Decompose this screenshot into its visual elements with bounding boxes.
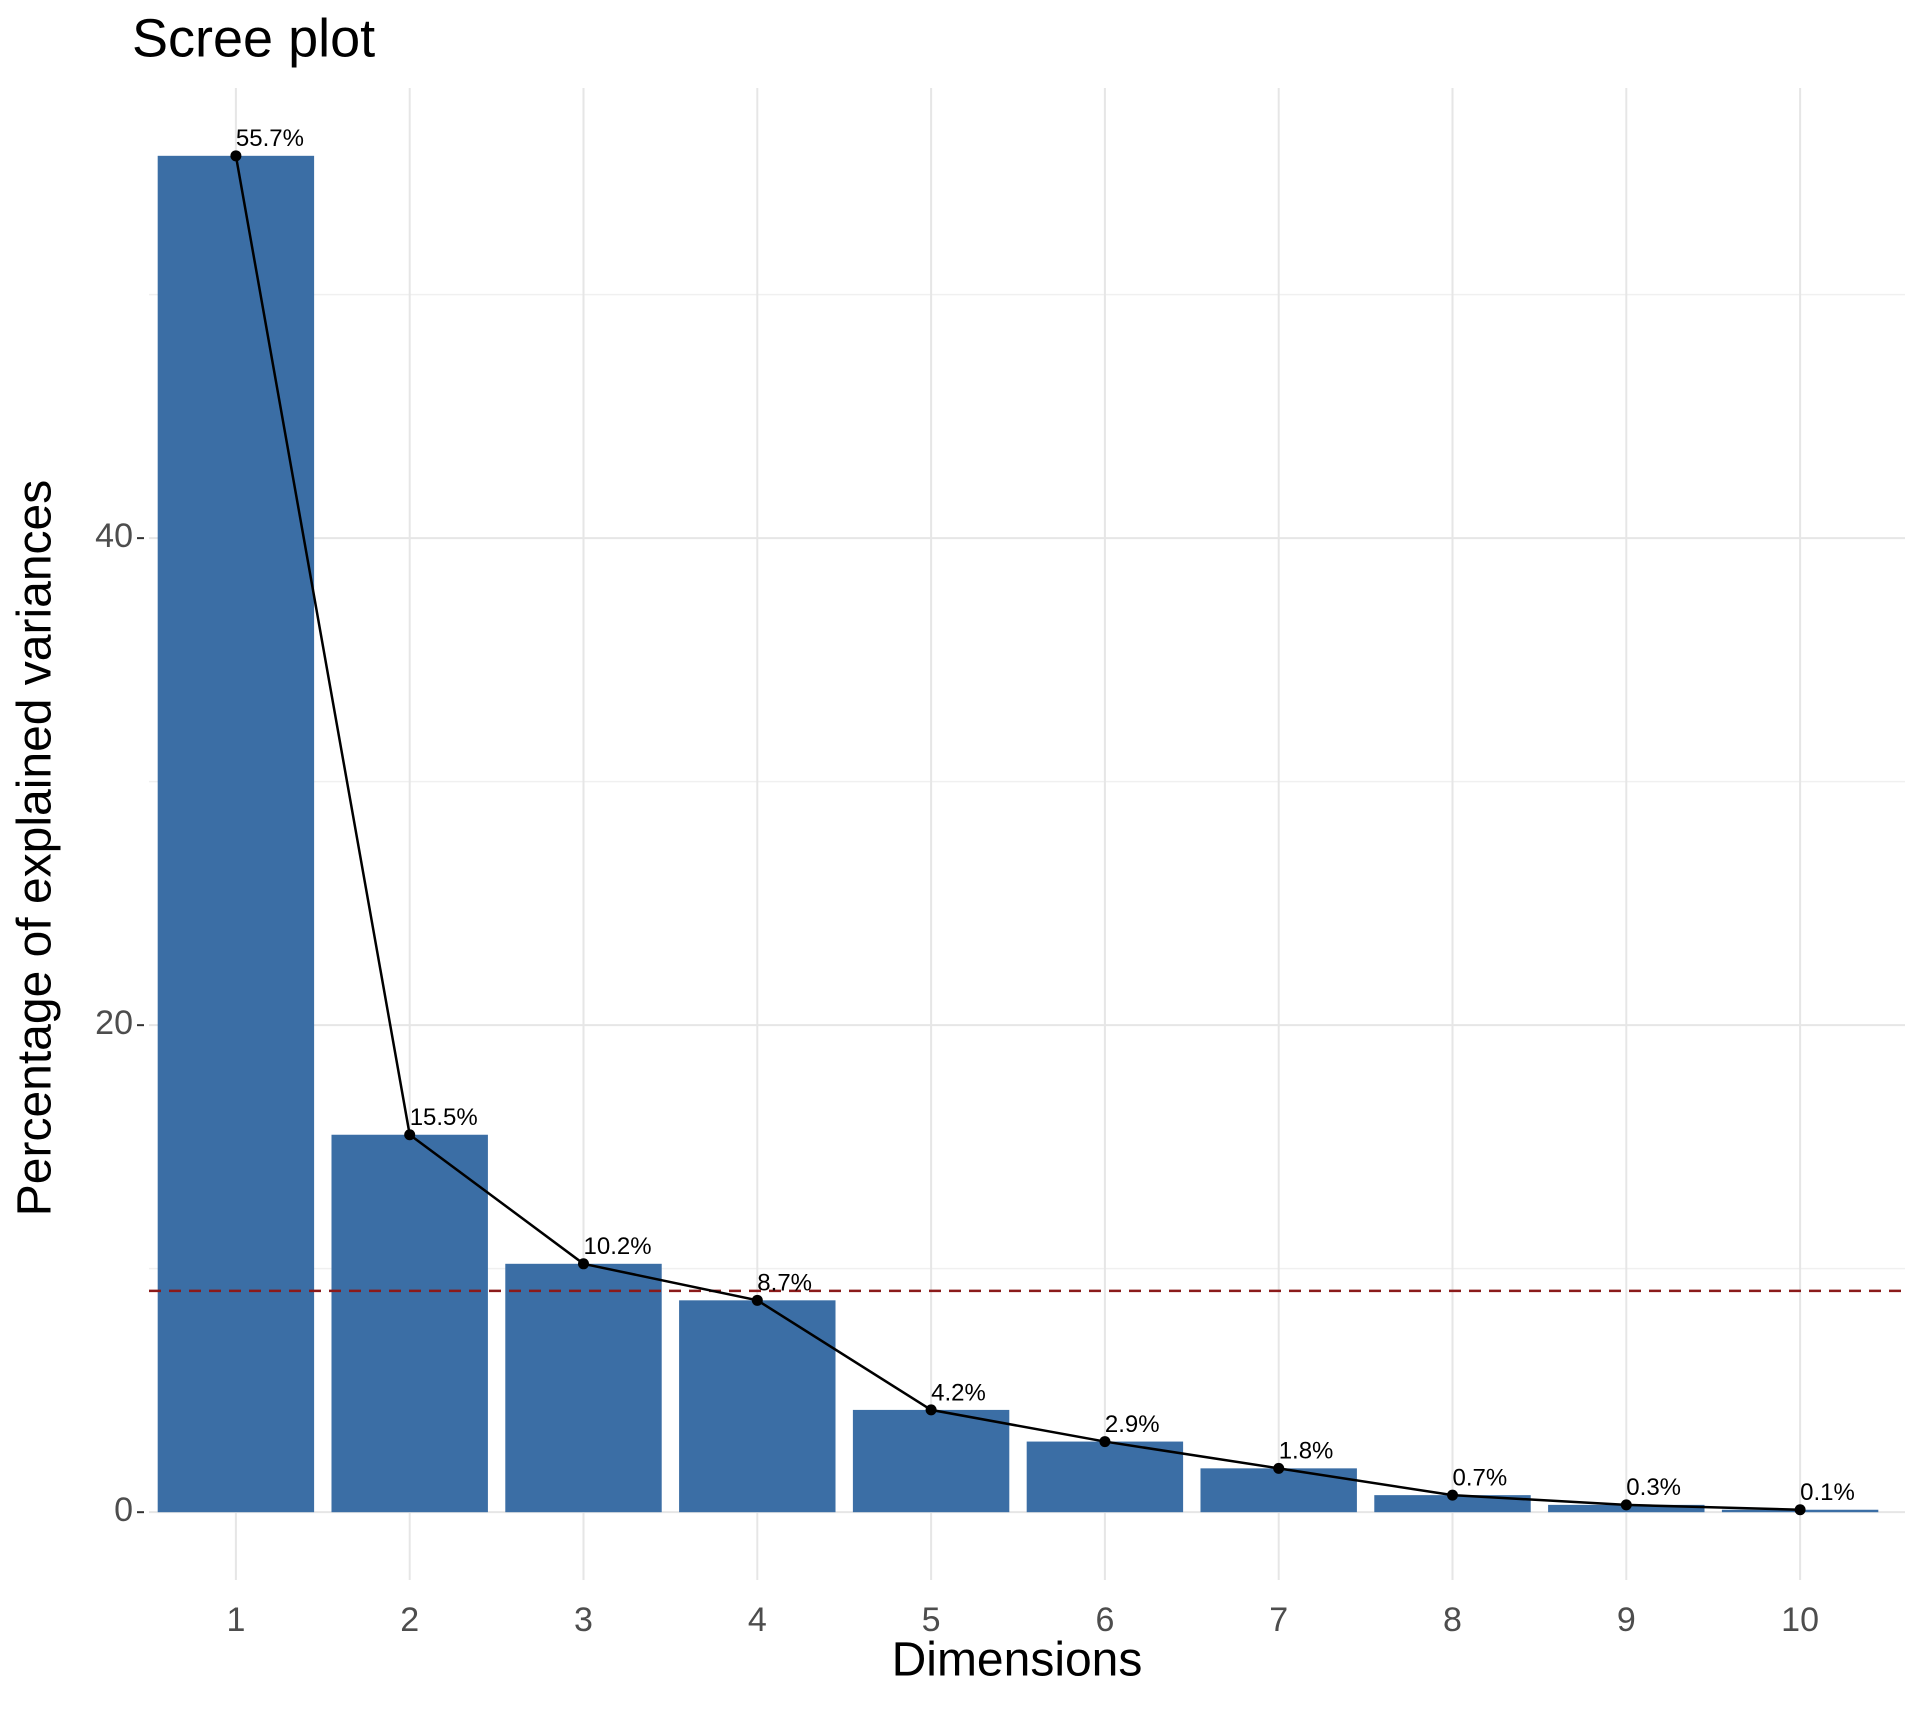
value-label: 8.7% (757, 1270, 812, 1297)
point (1794, 1504, 1806, 1516)
point (578, 1258, 589, 1270)
x-axis-label: Dimensions (892, 1634, 1143, 1687)
value-label: 15.5% (410, 1104, 478, 1131)
bar (1200, 1468, 1357, 1513)
point (404, 1129, 416, 1141)
x-tick-label: 8 (1443, 1601, 1462, 1639)
value-label: 55.7% (236, 125, 304, 152)
x-tick-label: 5 (922, 1601, 941, 1639)
y-tick-label: 20 (95, 1004, 133, 1042)
x-tick-label: 1 (226, 1601, 245, 1639)
bar (505, 1263, 662, 1513)
point (1099, 1436, 1111, 1448)
x-tick-label: 4 (748, 1601, 767, 1639)
bar (1026, 1441, 1184, 1513)
value-label: 0.1% (1800, 1479, 1855, 1506)
value-label: 4.2% (931, 1379, 986, 1406)
y-tick-label: 40 (95, 517, 133, 555)
x-tick-label: 7 (1269, 1601, 1288, 1639)
x-tick-label: 2 (400, 1601, 419, 1639)
x-tick-label: 6 (1095, 1601, 1114, 1639)
value-label: 0.7% (1453, 1464, 1508, 1491)
trend-line (234, 155, 1801, 1511)
bar (679, 1300, 836, 1513)
point (1273, 1462, 1285, 1474)
x-tick-label: 9 (1617, 1601, 1636, 1639)
y-tick-label: 0 (114, 1491, 133, 1529)
bar (331, 1134, 488, 1513)
bar (157, 155, 315, 1513)
point (1620, 1499, 1632, 1511)
x-tick-label: 10 (1781, 1601, 1819, 1639)
value-label: 2.9% (1105, 1411, 1160, 1438)
x-tick-label: 3 (574, 1601, 593, 1639)
y-axis-label: Percentage of explained variances (9, 480, 62, 1216)
chart-title: Scree plot (132, 8, 375, 68)
value-label: 10.2% (584, 1233, 652, 1260)
point (751, 1294, 763, 1306)
value-label: 0.3% (1626, 1474, 1681, 1501)
bar (852, 1409, 1010, 1513)
bar (1374, 1495, 1531, 1513)
point (925, 1404, 937, 1416)
point (1447, 1489, 1458, 1501)
value-label: 1.8% (1279, 1438, 1334, 1465)
point (230, 150, 242, 162)
